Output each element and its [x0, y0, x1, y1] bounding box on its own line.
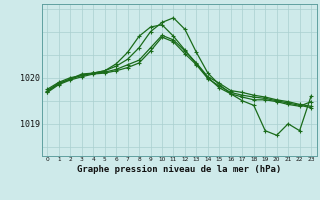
X-axis label: Graphe pression niveau de la mer (hPa): Graphe pression niveau de la mer (hPa) — [77, 165, 281, 174]
